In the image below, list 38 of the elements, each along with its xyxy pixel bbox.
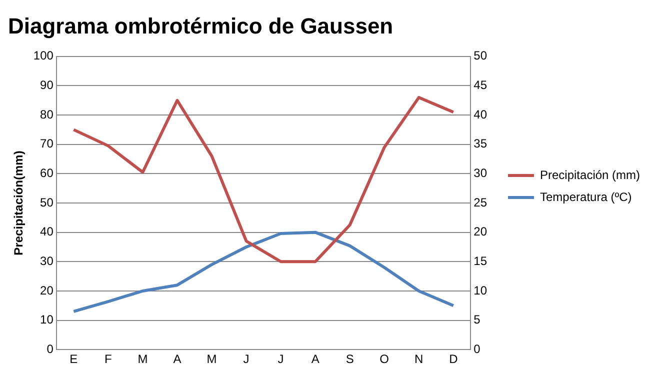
x-tick-label: S	[346, 352, 354, 366]
x-tick-label: J	[243, 352, 250, 366]
y-axis-title: Precipitación(mm)	[12, 150, 26, 256]
y-tick-label: 90	[40, 78, 54, 92]
x-tick-label: D	[449, 352, 458, 366]
y-tick-label: 40	[40, 224, 54, 239]
x-tick-label: A	[311, 352, 320, 366]
y-tick-label: 60	[40, 166, 54, 180]
y-tick-label: 20	[40, 283, 54, 298]
y2-tick-label: 15	[474, 254, 488, 268]
y-tick-label: 100	[33, 48, 54, 63]
y2-tick-label: 30	[474, 166, 488, 180]
x-tick-label: E	[70, 352, 78, 366]
y2-tick-label: 5	[474, 312, 481, 327]
x-tick-label: M	[138, 352, 148, 366]
x-tick-label: J	[278, 352, 284, 366]
y2-tick-label: 40	[474, 107, 488, 122]
y-tick-label: 70	[40, 136, 54, 151]
y-tick-label: 80	[40, 107, 54, 122]
y-tick-label: 0	[46, 342, 54, 356]
y2-tick-label: 35	[474, 136, 488, 151]
chart-title: Diagrama ombrotérmico de Gaussen	[8, 13, 394, 38]
y2-tick-label: 0	[474, 342, 481, 356]
y-tick-label: 30	[40, 254, 54, 268]
x-tick-label: A	[173, 352, 182, 366]
y2-tick-label: 45	[474, 78, 488, 92]
y2-tick-label: 25	[474, 195, 488, 210]
x-tick-label: F	[104, 352, 112, 366]
legend-label: Precipitación (mm)	[540, 168, 640, 182]
y2-tick-label: 20	[474, 224, 488, 239]
x-tick-label: M	[206, 352, 217, 366]
x-tick-label: N	[414, 352, 424, 366]
y-tick-label: 50	[40, 195, 54, 210]
y2-tick-label: 50	[474, 48, 488, 63]
y2-tick-label: 10	[474, 283, 488, 298]
x-tick-label: O	[380, 352, 390, 366]
legend-label: Temperatura (ºC)	[540, 190, 632, 204]
y-tick-label: 10	[40, 312, 54, 327]
